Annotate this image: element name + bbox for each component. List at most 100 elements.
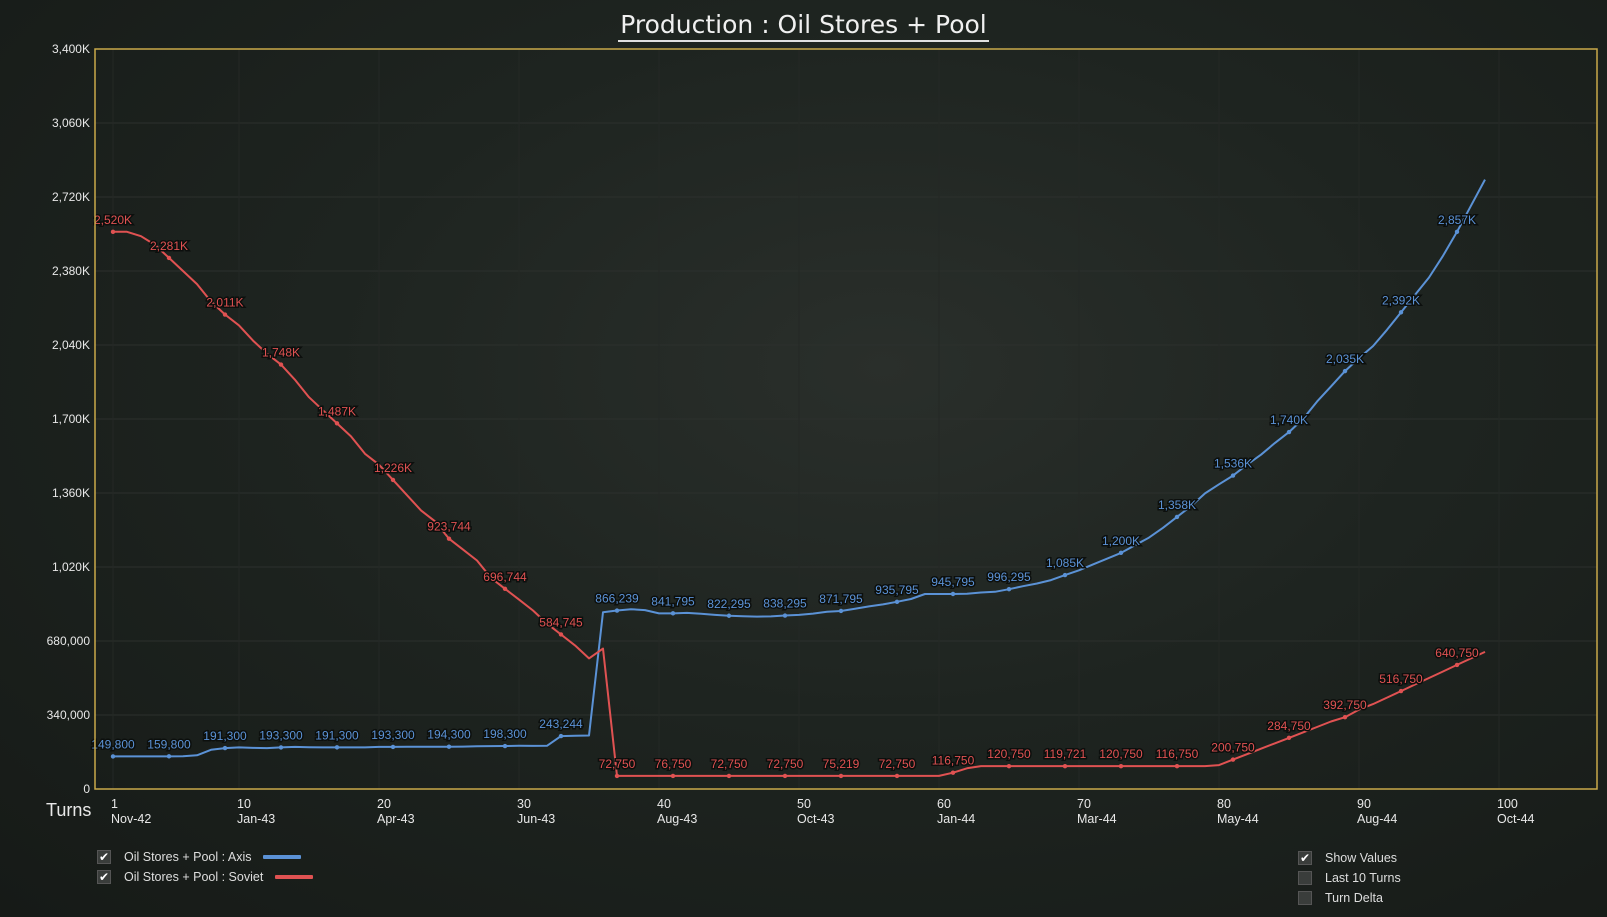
x-axis-title: Turns (46, 800, 92, 820)
data-point-axis (726, 613, 732, 618)
x-tick-date: Jun-43 (517, 812, 555, 826)
value-label-axis: 1,358K (1158, 498, 1196, 512)
data-point-soviet (670, 773, 676, 779)
value-label-soviet: 2,281K (150, 239, 188, 253)
value-label-soviet: 923,744 (427, 520, 471, 534)
x-tick-turn: 50 (797, 797, 811, 811)
show-values-label: Show Values (1325, 851, 1398, 865)
value-label-soviet: 75,219 (823, 757, 860, 771)
value-label-axis: 191,300 (315, 728, 359, 742)
data-point-axis (1062, 572, 1068, 578)
data-point-soviet (1230, 757, 1236, 762)
show-values-checkbox[interactable]: ✔ (1298, 851, 1312, 865)
data-point-axis (894, 599, 900, 605)
data-point-soviet (1062, 763, 1068, 769)
value-label-axis: 866,239 (595, 592, 639, 606)
value-label-axis: 193,300 (371, 728, 415, 742)
x-tick-turn: 60 (937, 797, 951, 811)
value-label-axis: 838,295 (763, 597, 807, 611)
value-label-axis: 996,295 (987, 570, 1031, 584)
data-point-soviet (614, 773, 620, 779)
data-point-axis (1118, 550, 1124, 556)
value-label-axis: 1,200K (1102, 534, 1140, 548)
series-legend: ✔ Oil Stores + Pool : Axis ✔ Oil Stores … (97, 847, 314, 887)
legend-label-soviet: Oil Stores + Pool : Soviet (124, 870, 264, 884)
x-tick-turn: 10 (237, 797, 251, 811)
x-tick-turn: 30 (517, 797, 531, 811)
option-show-values[interactable]: ✔ Show Values (1298, 848, 1401, 868)
plot-frame (94, 48, 1598, 790)
y-tick-label: 2,380K (52, 264, 90, 278)
data-point-axis (1398, 310, 1404, 315)
data-point-soviet (390, 477, 396, 483)
value-label-axis: 191,300 (203, 729, 247, 743)
x-tick-turn: 40 (657, 797, 671, 811)
data-point-axis (670, 611, 676, 616)
data-point-axis (110, 754, 116, 759)
value-label-soviet: 200,750 (1211, 741, 1255, 755)
data-point-axis (390, 744, 396, 750)
data-point-axis (782, 613, 788, 618)
data-point-axis (558, 733, 564, 739)
data-point-soviet (1118, 763, 1124, 769)
legend-item-soviet[interactable]: ✔ Oil Stores + Pool : Soviet (97, 867, 314, 887)
value-label-soviet: 72,750 (879, 757, 916, 771)
turn-delta-label: Turn Delta (1325, 891, 1383, 905)
series-line-axis (113, 179, 1486, 758)
x-tick-date: Jan-43 (237, 812, 275, 826)
x-tick-turn: 1 (111, 797, 118, 811)
grid-lines (95, 49, 1597, 789)
data-point-soviet (1006, 763, 1012, 769)
value-label-soviet: 696,744 (483, 570, 527, 584)
data-point-axis (446, 744, 452, 749)
data-point-axis (1454, 229, 1460, 235)
turn-delta-checkbox[interactable] (1298, 891, 1312, 905)
value-label-soviet: 284,750 (1267, 719, 1311, 733)
last-10-turns-checkbox[interactable] (1298, 871, 1312, 885)
y-tick-label: 1,020K (52, 560, 90, 574)
data-point-soviet (334, 421, 340, 426)
data-point-axis (1006, 587, 1012, 592)
value-label-soviet: 516,750 (1379, 672, 1423, 686)
y-tick-label: 1,360K (52, 486, 90, 500)
value-label-axis: 841,795 (651, 594, 695, 608)
data-point-soviet (1342, 714, 1348, 720)
data-point-axis (838, 608, 844, 614)
data-point-soviet (446, 536, 452, 541)
value-label-soviet: 1,226K (374, 461, 412, 475)
value-label-axis: 871,795 (819, 592, 863, 606)
x-tick-turn: 90 (1357, 797, 1371, 811)
legend-item-axis[interactable]: ✔ Oil Stores + Pool : Axis (97, 847, 313, 867)
value-label-axis: 2,392K (1382, 293, 1420, 307)
x-tick-date: Nov-42 (111, 812, 151, 826)
y-tick-label: 1,700K (52, 412, 90, 426)
data-point-soviet (502, 586, 508, 591)
axis-series-checkbox[interactable]: ✔ (97, 850, 111, 864)
x-tick-turn: 80 (1217, 797, 1231, 811)
data-point-soviet (1398, 688, 1404, 694)
x-tick-turn: 70 (1077, 797, 1091, 811)
soviet-series-checkbox[interactable]: ✔ (97, 870, 111, 884)
data-point-axis (502, 743, 508, 749)
series-line-soviet (113, 230, 1486, 777)
x-tick-date: Apr-43 (377, 812, 415, 826)
data-point-soviet (838, 773, 844, 779)
value-labels: 149,800 159,800 191,300 193,300 191,300 193,3… (90, 211, 1481, 772)
value-label-axis: 2,035K (1326, 352, 1364, 366)
data-point-axis (1174, 514, 1180, 520)
value-label-soviet: 2,520K (94, 213, 132, 227)
legend-label-axis: Oil Stores + Pool : Axis (124, 850, 252, 864)
value-label-soviet: 1,487K (318, 404, 356, 418)
data-point-axis (166, 754, 172, 759)
x-tick-date: Aug-44 (1357, 812, 1397, 826)
value-label-soviet: 76,750 (655, 757, 692, 771)
x-tick-turn: 20 (377, 797, 391, 811)
option-last-10-turns[interactable]: Last 10 Turns (1298, 868, 1401, 888)
value-label-axis: 2,857K (1438, 213, 1476, 227)
data-point-soviet (950, 770, 956, 775)
option-turn-delta[interactable]: Turn Delta (1298, 888, 1401, 908)
data-point-axis (1230, 473, 1236, 478)
value-label-axis: 194,300 (427, 728, 471, 742)
